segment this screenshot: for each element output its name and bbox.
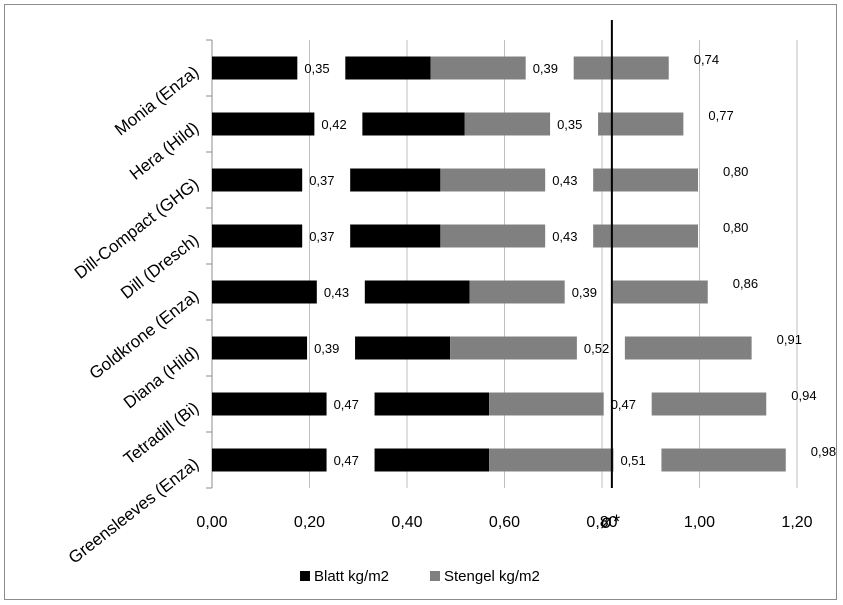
bar-stengel-segment <box>440 168 546 192</box>
data-label-stengel: 0,43 <box>552 173 577 188</box>
bar-stengel-segment <box>612 280 708 304</box>
bar-stengel-segment <box>469 280 565 304</box>
bar-stengel-segment <box>464 112 551 136</box>
bar-blatt-segment <box>212 168 303 192</box>
data-label-blatt: 0,35 <box>304 61 329 76</box>
bar-stengel-segment <box>593 224 698 248</box>
data-label-stengel: 0,51 <box>620 453 645 468</box>
bar-blatt-segment <box>362 112 465 136</box>
total-label: 0,80 <box>723 220 748 235</box>
bar-stengel-segment <box>440 224 546 248</box>
total-label: 0,98 <box>811 444 836 459</box>
legend-swatch <box>300 571 310 581</box>
bar-blatt-segment <box>364 280 470 304</box>
data-label-stengel: 0,47 <box>611 397 636 412</box>
data-label-blatt: 0,47 <box>334 397 359 412</box>
bar-blatt-segment <box>374 448 490 472</box>
bar-stengel-segment <box>598 112 684 136</box>
legend-swatch <box>430 571 440 581</box>
bar-blatt-segment <box>212 392 327 416</box>
category-label: Greensleeves (Enza) <box>65 454 203 567</box>
bar-stengel-segment <box>489 448 614 472</box>
x-tick-label: 0,20 <box>294 514 325 531</box>
x-tick-label: 0,60 <box>489 514 520 531</box>
data-label-blatt: 0,42 <box>321 117 346 132</box>
bar-blatt-segment <box>345 56 431 80</box>
data-label-stengel: 0,39 <box>572 285 597 300</box>
x-tick-label: 0,40 <box>391 514 422 531</box>
data-label-blatt: 0,37 <box>309 229 334 244</box>
bar-stengel-segment <box>624 336 752 360</box>
data-label-stengel: 0,35 <box>557 117 582 132</box>
x-tick-label: 0,80 <box>586 514 617 531</box>
bar-stengel-segment <box>573 56 669 80</box>
bar-stengel-segment <box>489 392 604 416</box>
bar-blatt-segment <box>212 224 303 248</box>
total-label: 0,80 <box>723 164 748 179</box>
data-label-blatt: 0,37 <box>309 173 334 188</box>
data-label-blatt: 0,43 <box>324 285 349 300</box>
bar-blatt-segment <box>212 56 298 80</box>
bar-blatt-segment <box>374 392 490 416</box>
bar-stengel-segment <box>593 168 698 192</box>
total-label: 0,74 <box>694 52 719 67</box>
category-label: Dill-Compact (GHG) <box>71 174 203 283</box>
bar-stengel-segment <box>651 392 767 416</box>
bar-blatt-segment <box>212 112 315 136</box>
x-tick-label: 0,00 <box>196 514 227 531</box>
data-label-stengel: 0,43 <box>552 229 577 244</box>
bar-blatt-segment <box>212 448 327 472</box>
bar-blatt-segment <box>350 168 441 192</box>
bar-blatt-segment <box>212 336 308 360</box>
total-label: 0,91 <box>777 332 802 347</box>
bar-blatt-segment <box>350 224 441 248</box>
total-label: 0,77 <box>708 108 733 123</box>
bar-blatt-segment <box>355 336 451 360</box>
total-label: 0,94 <box>791 388 816 403</box>
average-label: ø* <box>600 512 620 533</box>
data-label-stengel: 0,39 <box>533 61 558 76</box>
x-tick-label: 1,00 <box>684 514 715 531</box>
legend-label: Blatt kg/m2 <box>314 568 389 585</box>
legend-label: Stengel kg/m2 <box>444 568 540 585</box>
bar-stengel-segment <box>661 448 786 472</box>
data-label-blatt: 0,39 <box>314 341 339 356</box>
category-label: Hera (Hild) <box>126 118 202 184</box>
bar-blatt-segment <box>212 280 317 304</box>
x-tick-label: 1,20 <box>781 514 812 531</box>
data-label-stengel: 0,52 <box>584 341 609 356</box>
data-label-blatt: 0,47 <box>334 453 359 468</box>
bar-stengel-segment <box>450 336 577 360</box>
total-label: 0,86 <box>733 276 758 291</box>
bar-stengel-segment <box>430 56 526 80</box>
